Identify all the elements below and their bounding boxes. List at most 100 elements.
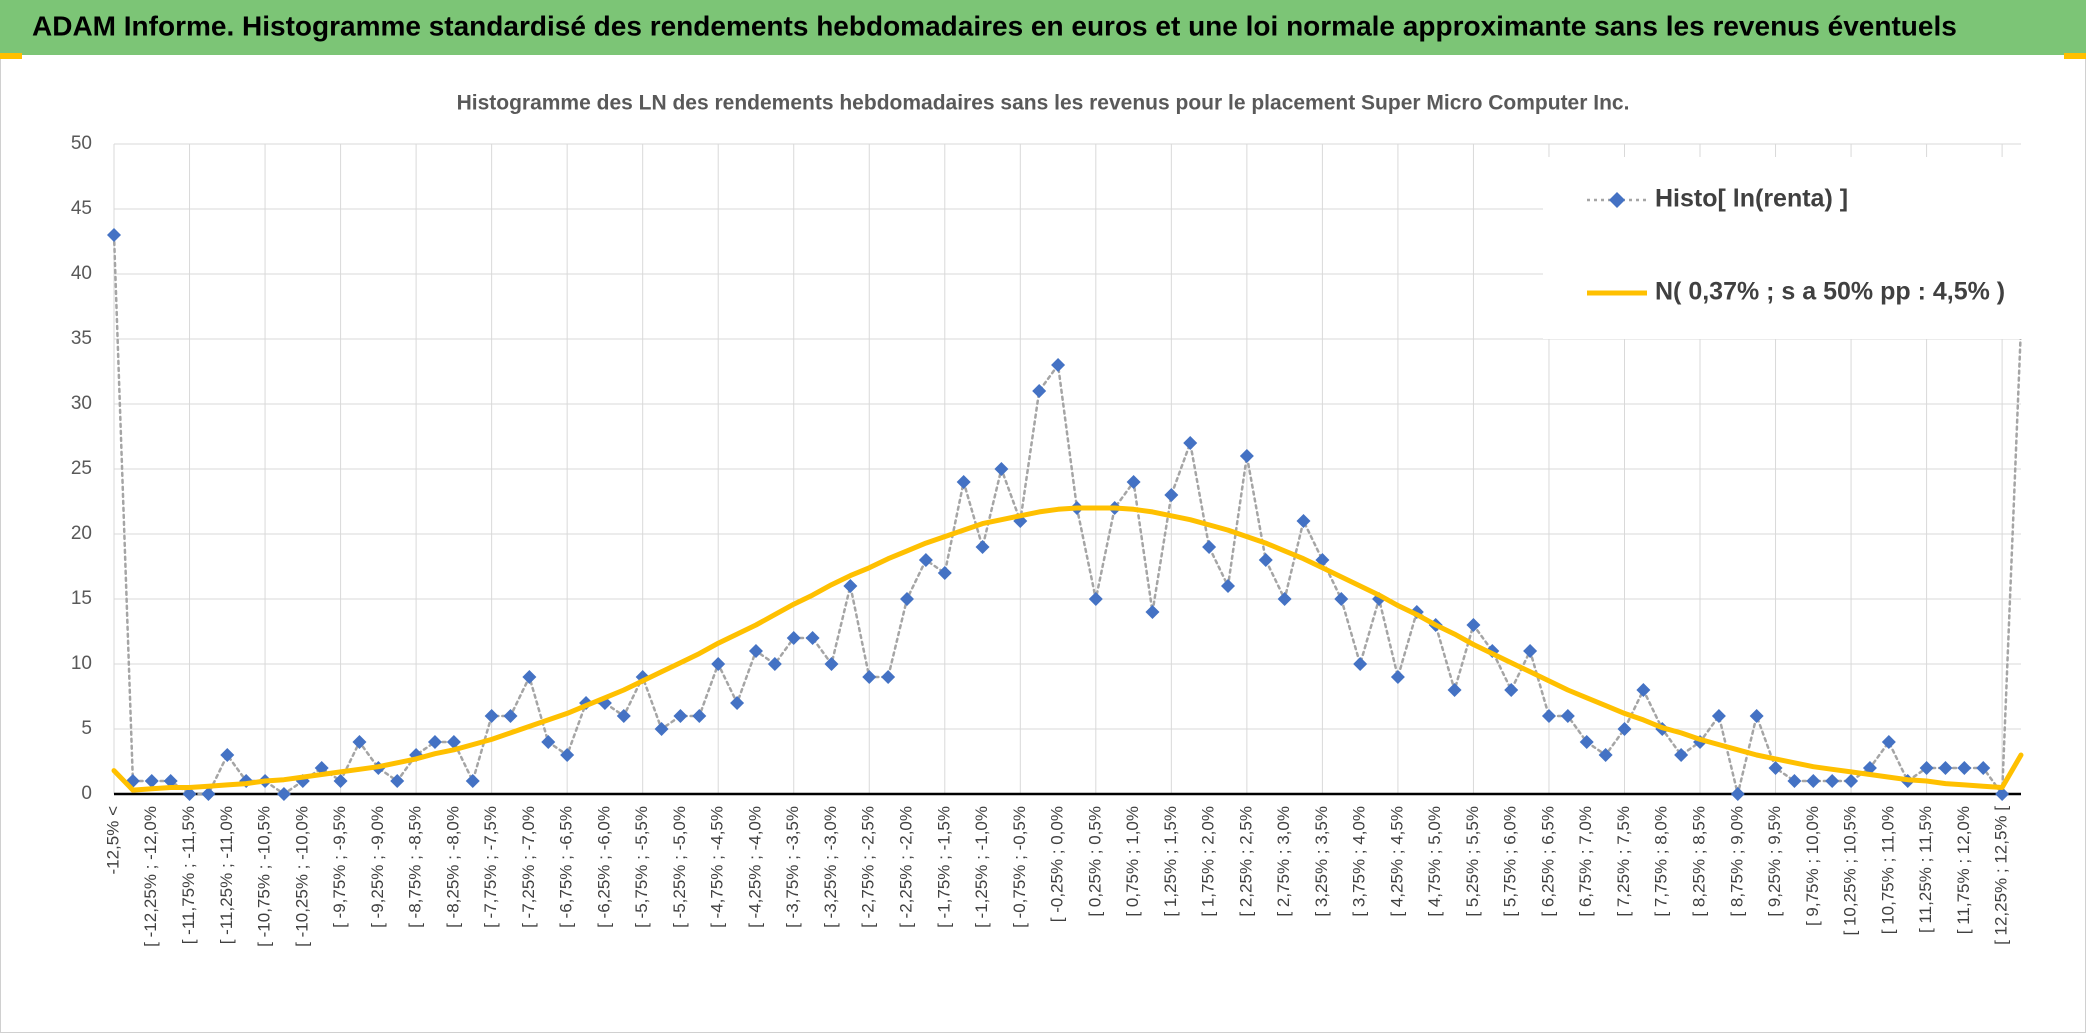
x-tick-label: [ 3,25% ; 3,5% <box>1312 806 1331 917</box>
x-tick-label: [ 1,25% ; 1,5% <box>1161 806 1180 917</box>
x-tick-label: [ -0,75% ; -0,5% <box>1010 806 1029 928</box>
data-point <box>900 592 915 606</box>
x-tick-label: [ -6,75% ; -6,5% <box>557 806 576 928</box>
legend-marker <box>1609 192 1625 208</box>
x-tick-label: [ 11,75% ; 12,0% <box>1954 806 1973 934</box>
x-tick-label: [ 4,75% ; 5,0% <box>1425 806 1444 917</box>
x-tick-label: [ -2,25% ; -2,0% <box>896 806 915 928</box>
data-point <box>1749 709 1764 723</box>
y-tick-label: 10 <box>71 653 92 674</box>
x-tick-label: [ 5,25% ; 5,5% <box>1463 806 1482 917</box>
x-tick-label: [ 6,25% ; 6,5% <box>1538 806 1557 917</box>
data-point <box>352 735 367 749</box>
data-point <box>1881 735 1896 749</box>
data-point <box>730 696 745 710</box>
data-point <box>1560 709 1575 723</box>
data-point <box>956 475 971 489</box>
x-tick-label: [ 1,75% ; 2,0% <box>1199 806 1218 917</box>
data-point <box>843 579 858 593</box>
y-tick-label: 50 <box>71 133 92 154</box>
x-tick-label: [ -8,75% ; -8,5% <box>406 806 425 928</box>
data-point <box>427 735 442 749</box>
data-point <box>522 670 537 684</box>
x-tick-label: [ 5,75% ; 6,0% <box>1501 806 1520 917</box>
data-point <box>144 774 159 788</box>
x-tick-label: [ 4,25% ; 4,5% <box>1387 806 1406 917</box>
data-point <box>1523 644 1538 658</box>
data-point <box>673 709 688 723</box>
x-tick-label: [ 3,75% ; 4,0% <box>1350 806 1369 917</box>
data-point <box>446 735 461 749</box>
x-tick-label: [ -9,25% ; -9,0% <box>368 806 387 928</box>
x-tick-label: [ -11,75% ; -11,5% <box>179 806 198 944</box>
data-point <box>1258 553 1273 567</box>
x-tick-label: [ -10,75% ; -10,5% <box>255 806 274 947</box>
corner-accent <box>2064 53 2086 59</box>
data-point <box>541 735 556 749</box>
data-point <box>163 774 178 788</box>
data-point <box>1995 787 2010 801</box>
data-point <box>937 566 952 580</box>
data-point <box>1447 683 1462 697</box>
corner-accent <box>0 53 22 59</box>
x-tick-label: [ 9,75% ; 10,0% <box>1803 806 1822 926</box>
data-point <box>484 709 499 723</box>
x-tick-label: [ -2,75% ; -2,5% <box>859 806 878 928</box>
x-tick-label: [ -8,25% ; -8,0% <box>443 806 462 928</box>
x-tick-label: [ 7,25% ; 7,5% <box>1614 806 1633 917</box>
data-point <box>1711 709 1726 723</box>
data-point <box>1088 592 1103 606</box>
data-point <box>560 748 575 762</box>
data-point <box>182 787 197 801</box>
x-tick-label: [ -9,75% ; -9,5% <box>330 806 349 928</box>
data-point <box>1220 579 1235 593</box>
data-point <box>1919 761 1934 775</box>
x-tick-label: [ -3,25% ; -3,0% <box>821 806 840 928</box>
y-tick-label: 25 <box>71 458 92 479</box>
data-point <box>1541 709 1556 723</box>
data-point <box>616 709 631 723</box>
data-point <box>333 774 348 788</box>
data-point <box>1806 774 1821 788</box>
data-point <box>918 553 933 567</box>
y-tick-label: 45 <box>71 198 92 219</box>
x-tick-label: [ 12,25% ; 12,5% [ <box>1992 806 2011 945</box>
data-point <box>1296 514 1311 528</box>
y-tick-label: 35 <box>71 328 92 349</box>
x-tick-label: [ 2,25% ; 2,5% <box>1236 806 1255 917</box>
legend-label: N( 0,37% ; s a 50% pp : 4,5% ) <box>1655 278 2005 306</box>
data-point <box>1957 761 1972 775</box>
data-point <box>1145 605 1160 619</box>
data-point <box>1353 657 1368 671</box>
x-tick-label: [ -5,75% ; -5,5% <box>632 806 651 928</box>
x-tick-label: [ 8,75% ; 9,0% <box>1727 806 1746 917</box>
grid: 0 5 10 15 20 25 30 35 40 45 50 -12,5% < [ -12,25% ; … <box>71 133 2021 947</box>
data-point <box>1202 540 1217 554</box>
x-tick-label: [ 10,75% ; 11,0% <box>1878 806 1897 934</box>
x-tick-label: [ -12,25% ; -12,0% <box>141 806 160 947</box>
legend-box <box>1543 157 2029 339</box>
data-point <box>1844 774 1859 788</box>
data-point <box>1674 748 1689 762</box>
data-point <box>1579 735 1594 749</box>
data-point <box>1164 488 1179 502</box>
data-point <box>465 774 480 788</box>
x-tick-label: [ 10,25% ; 10,5% <box>1841 806 1860 935</box>
data-point <box>1504 683 1519 697</box>
x-tick-label: [ -3,75% ; -3,5% <box>783 806 802 928</box>
x-tick-label: [ 6,75% ; 7,0% <box>1576 806 1595 917</box>
x-tick-label: [ 7,75% ; 8,0% <box>1652 806 1671 917</box>
x-tick-label: -12,5% < <box>103 806 122 875</box>
x-tick-label: [ -1,25% ; -1,0% <box>972 806 991 928</box>
data-point <box>1617 722 1632 736</box>
data-point <box>1976 761 1991 775</box>
data-point <box>1239 449 1254 463</box>
x-tick-label: [ -4,25% ; -4,0% <box>745 806 764 928</box>
y-tick-label: 30 <box>71 393 92 414</box>
data-point <box>201 787 216 801</box>
data-point <box>1390 670 1405 684</box>
data-point <box>767 657 782 671</box>
data-point <box>881 670 896 684</box>
header-title: ADAM Informe. Histogramme standardisé de… <box>32 10 1957 41</box>
data-point <box>994 462 1009 476</box>
